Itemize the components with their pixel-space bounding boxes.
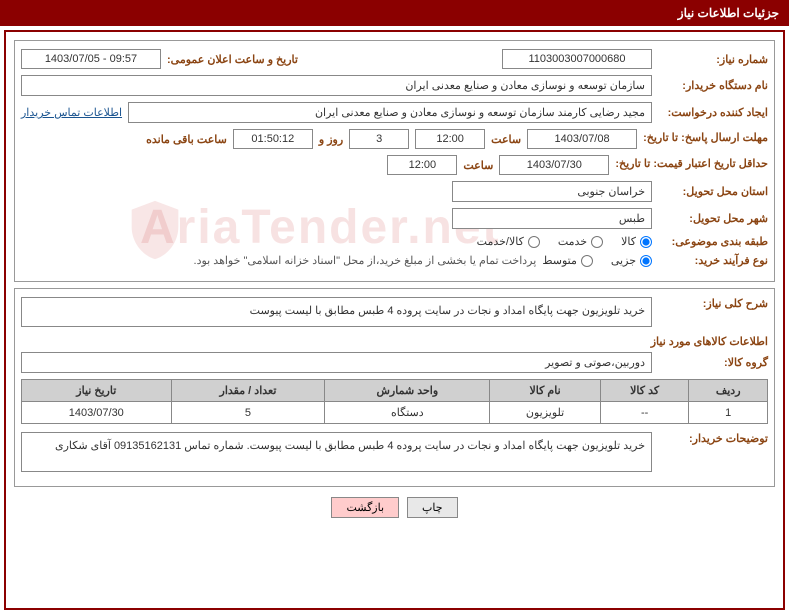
buyer-notes-label: توضیحات خریدار:	[658, 432, 768, 445]
table-cell: 5	[171, 402, 325, 424]
buyer-notes-value: خرید تلویزیون جهت پایگاه امداد و نجات در…	[21, 432, 652, 472]
purchase-process-label: نوع فرآیند خرید:	[658, 254, 768, 267]
table-cell: دستگاه	[325, 402, 490, 424]
goods-group-label: گروه کالا:	[658, 356, 768, 369]
category-service-label: خدمت	[558, 235, 587, 248]
delivery-province-value: خراسان جنوبی	[452, 181, 652, 202]
category-radio-group: کالا خدمت کالا/خدمت	[477, 235, 652, 248]
delivery-province-label: استان محل تحویل:	[658, 185, 768, 198]
process-radio-group: جزیی متوسط	[542, 254, 652, 267]
buyer-contact-link[interactable]: اطلاعات تماس خریدار	[21, 106, 122, 119]
remaining-label: ساعت باقی مانده	[146, 133, 227, 146]
hour-label-1: ساعت	[491, 133, 521, 146]
table-row: 1--تلویزیوندستگاه51403/07/30	[22, 402, 768, 424]
process-medium-radio[interactable]: متوسط	[542, 254, 593, 267]
process-medium-label: متوسط	[542, 254, 577, 267]
goods-info-title: اطلاعات کالاهای مورد نیاز	[21, 335, 768, 348]
page-title: جزئیات اطلاعات نیاز	[0, 0, 789, 26]
process-partial-label: جزیی	[611, 254, 636, 267]
general-desc-value: خرید تلویزیون جهت پایگاه امداد و نجات در…	[21, 297, 652, 327]
print-button[interactable]: چاپ	[407, 497, 458, 518]
table-header: تاریخ نیاز	[22, 380, 172, 402]
table-header: تعداد / مقدار	[171, 380, 325, 402]
respond-hour-value: 12:00	[415, 129, 485, 149]
category-goods-service-radio[interactable]: کالا/خدمت	[477, 235, 540, 248]
main-container: شماره نیاز: 1103003007000680 تاریخ و ساع…	[4, 30, 785, 610]
category-goods-label: کالا	[621, 235, 636, 248]
process-note: پرداخت تمام یا بخشی از مبلغ خرید،از محل …	[194, 254, 537, 267]
back-button[interactable]: بازگشت	[331, 497, 399, 518]
need-number-value: 1103003007000680	[502, 49, 652, 69]
buyer-org-label: نام دستگاه خریدار:	[658, 79, 768, 92]
table-header: نام کالا	[490, 380, 601, 402]
category-goods-radio[interactable]: کالا	[621, 235, 652, 248]
request-creator-label: ایجاد کننده درخواست:	[658, 106, 768, 119]
buyer-org-value: سازمان توسعه و نوسازی معادن و صنایع معدن…	[21, 75, 652, 96]
delivery-city-value: طبس	[452, 208, 652, 229]
respond-date-value: 1403/07/08	[527, 129, 637, 149]
goods-group-value: دوربین،صوتی و تصویر	[21, 352, 652, 373]
delivery-city-label: شهر محل تحویل:	[658, 212, 768, 225]
announce-datetime-label: تاریخ و ساعت اعلان عمومی:	[167, 53, 298, 66]
respond-deadline-label: مهلت ارسال پاسخ: تا تاریخ:	[643, 131, 768, 146]
description-box: شرح کلی نیاز: خرید تلویزیون جهت پایگاه ا…	[14, 288, 775, 487]
table-cell: 1	[689, 402, 768, 424]
table-header: واحد شمارش	[325, 380, 490, 402]
remaining-days-value: 3	[349, 129, 409, 149]
details-box: شماره نیاز: 1103003007000680 تاریخ و ساع…	[14, 40, 775, 282]
days-and-label: روز و	[319, 133, 343, 146]
remaining-time-value: 01:50:12	[233, 129, 313, 149]
announce-datetime-value: 1403/07/05 - 09:57	[21, 49, 161, 69]
table-cell: تلویزیون	[490, 402, 601, 424]
need-number-label: شماره نیاز:	[658, 53, 768, 66]
process-partial-radio[interactable]: جزیی	[611, 254, 652, 267]
table-header: کد کالا	[600, 380, 689, 402]
hour-label-2: ساعت	[463, 159, 493, 172]
request-creator-value: مجید رضایی کارمند سازمان توسعه و نوسازی …	[128, 102, 652, 123]
price-validity-label: حداقل تاریخ اعتبار قیمت: تا تاریخ:	[615, 157, 768, 172]
category-service-radio[interactable]: خدمت	[558, 235, 603, 248]
goods-table: ردیفکد کالانام کالاواحد شمارشتعداد / مقد…	[21, 379, 768, 424]
price-validity-hour-value: 12:00	[387, 155, 457, 175]
category-goods-service-label: کالا/خدمت	[477, 235, 524, 248]
table-cell: 1403/07/30	[22, 402, 172, 424]
price-validity-date-value: 1403/07/30	[499, 155, 609, 175]
button-row: چاپ بازگشت	[14, 497, 775, 518]
table-header: ردیف	[689, 380, 768, 402]
general-desc-label: شرح کلی نیاز:	[658, 297, 768, 310]
table-cell: --	[600, 402, 689, 424]
subject-category-label: طبقه بندی موضوعی:	[658, 235, 768, 248]
